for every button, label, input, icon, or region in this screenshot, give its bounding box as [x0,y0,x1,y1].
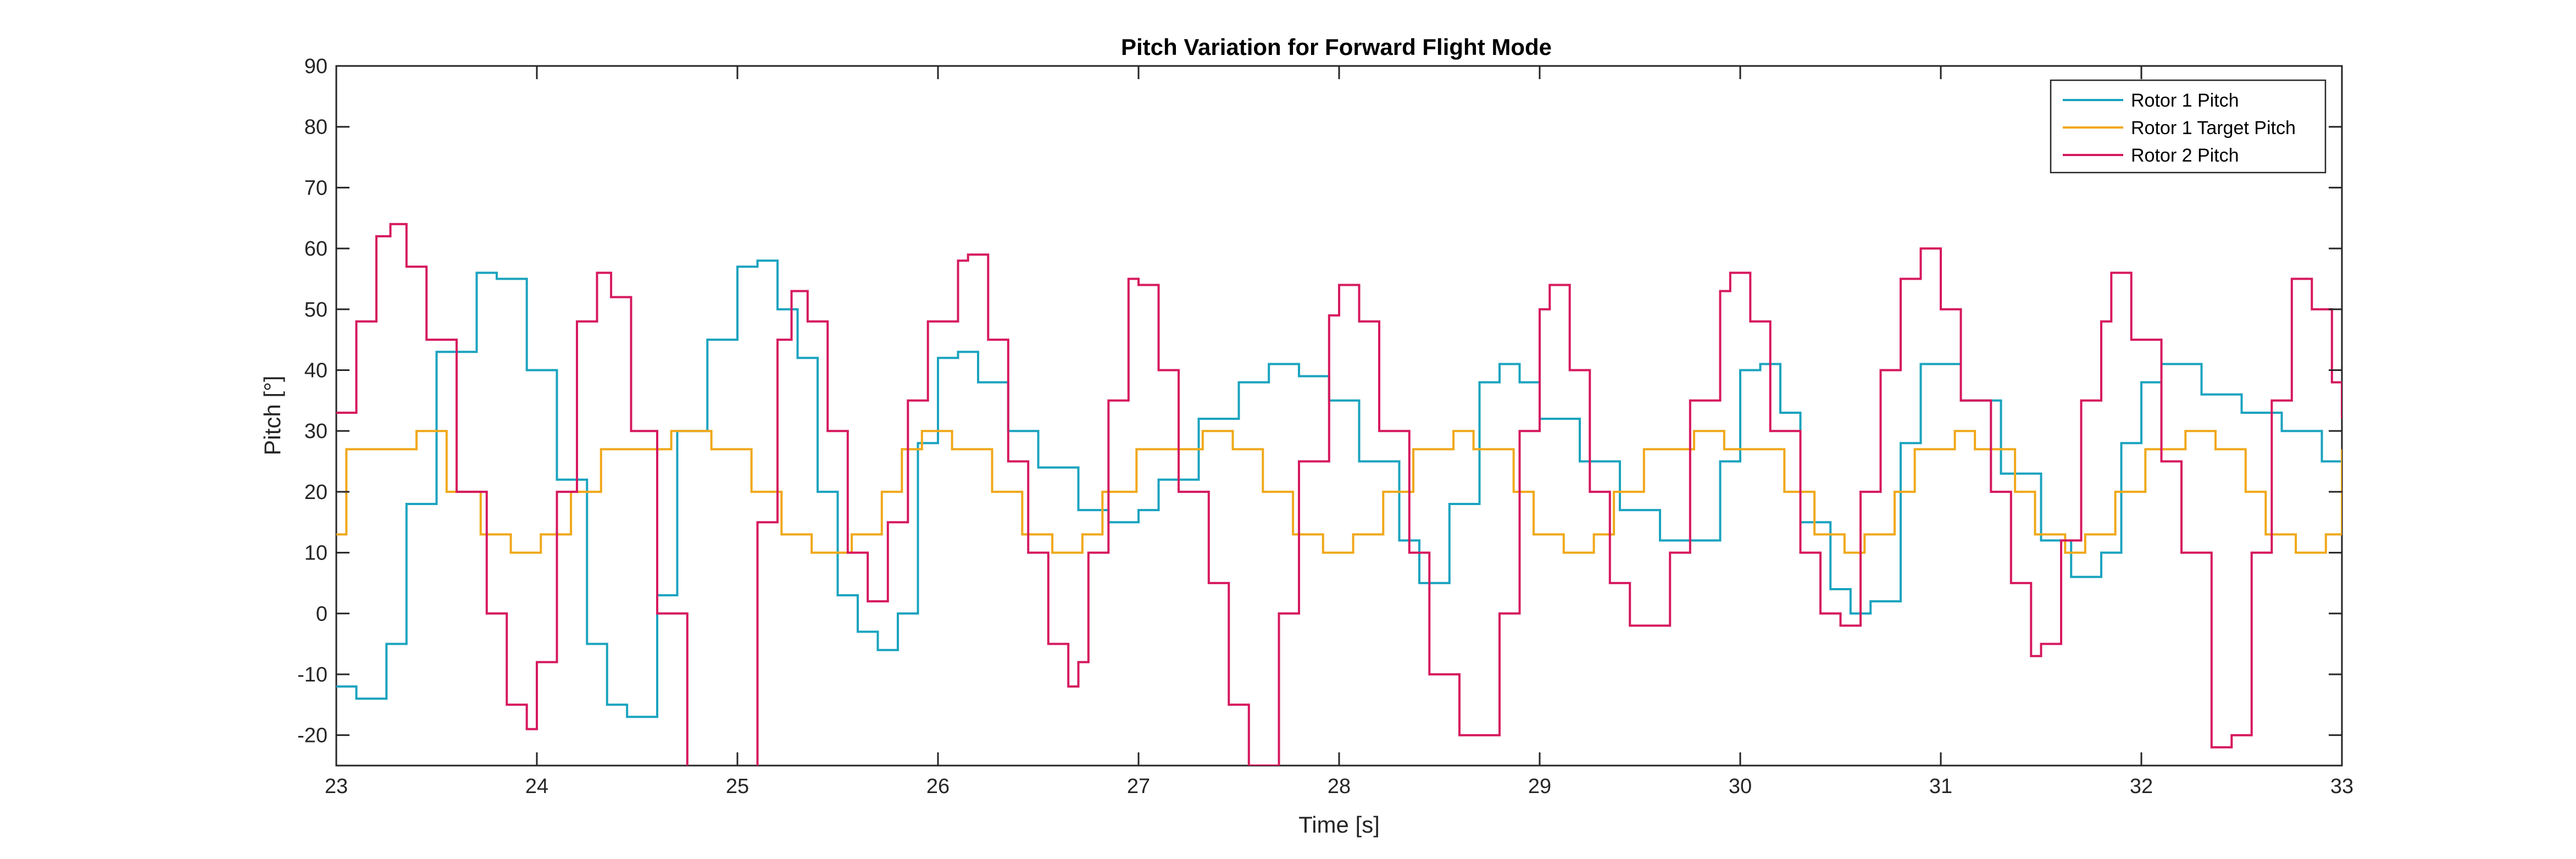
x-tick-label: 29 [1528,775,1551,798]
y-tick-label: 20 [304,481,327,504]
x-tick-label: 26 [926,775,950,798]
legend: Rotor 1 Pitch Rotor 1 Target Pitch Rotor 2… [2050,79,2327,174]
x-axis-label: Time [s] [1298,812,1380,838]
x-tick-label: 28 [1328,775,1351,798]
y-tick-label: 80 [304,116,327,139]
x-tick-label: 30 [1729,775,1752,798]
y-tick-label: -10 [297,663,327,686]
chart-title: Pitch Variation for Forward Flight Mode [1121,34,1552,60]
plot-area: 23 24 25 26 27 28 29 30 31 32 33 -20 -10 0 10 20 30 40 50… [297,55,2353,798]
series-line-2 [336,430,2342,554]
y-tick-label: 60 [304,237,327,261]
x-tick-label: 27 [1127,775,1150,798]
x-tick-label: 23 [325,775,348,798]
y-tick-label: 40 [304,359,327,382]
x-tick-label: 33 [2330,775,2353,798]
y-tick-label: 50 [304,298,327,322]
legend-label: Rotor 2 Pitch [2131,145,2239,166]
series-layer [336,223,2342,766]
y-tick-label: 70 [304,176,327,199]
y-tick-label: 0 [316,602,327,625]
plot-frame [335,65,2343,767]
x-axis-ticks: 23 24 25 26 27 28 29 30 31 32 33 [325,66,2353,798]
x-tick-label: 24 [525,775,548,798]
y-axis-label: Pitch [°] [259,375,285,455]
y-tick-label: 10 [304,542,327,565]
y-tick-label: 30 [304,420,327,443]
x-tick-label: 32 [2130,775,2153,798]
y-tick-label: -20 [297,724,327,747]
y-tick-label: 90 [304,55,327,78]
x-tick-label: 25 [726,775,749,798]
x-tick-label: 31 [1929,775,1952,798]
y-axis-ticks: -20 -10 0 10 20 30 40 50 60 70 80 90 [297,55,2342,747]
series-line-3 [336,223,2342,766]
legend-label: Rotor 1 Target Pitch [2131,118,2296,138]
legend-label: Rotor 1 Pitch [2131,90,2239,111]
